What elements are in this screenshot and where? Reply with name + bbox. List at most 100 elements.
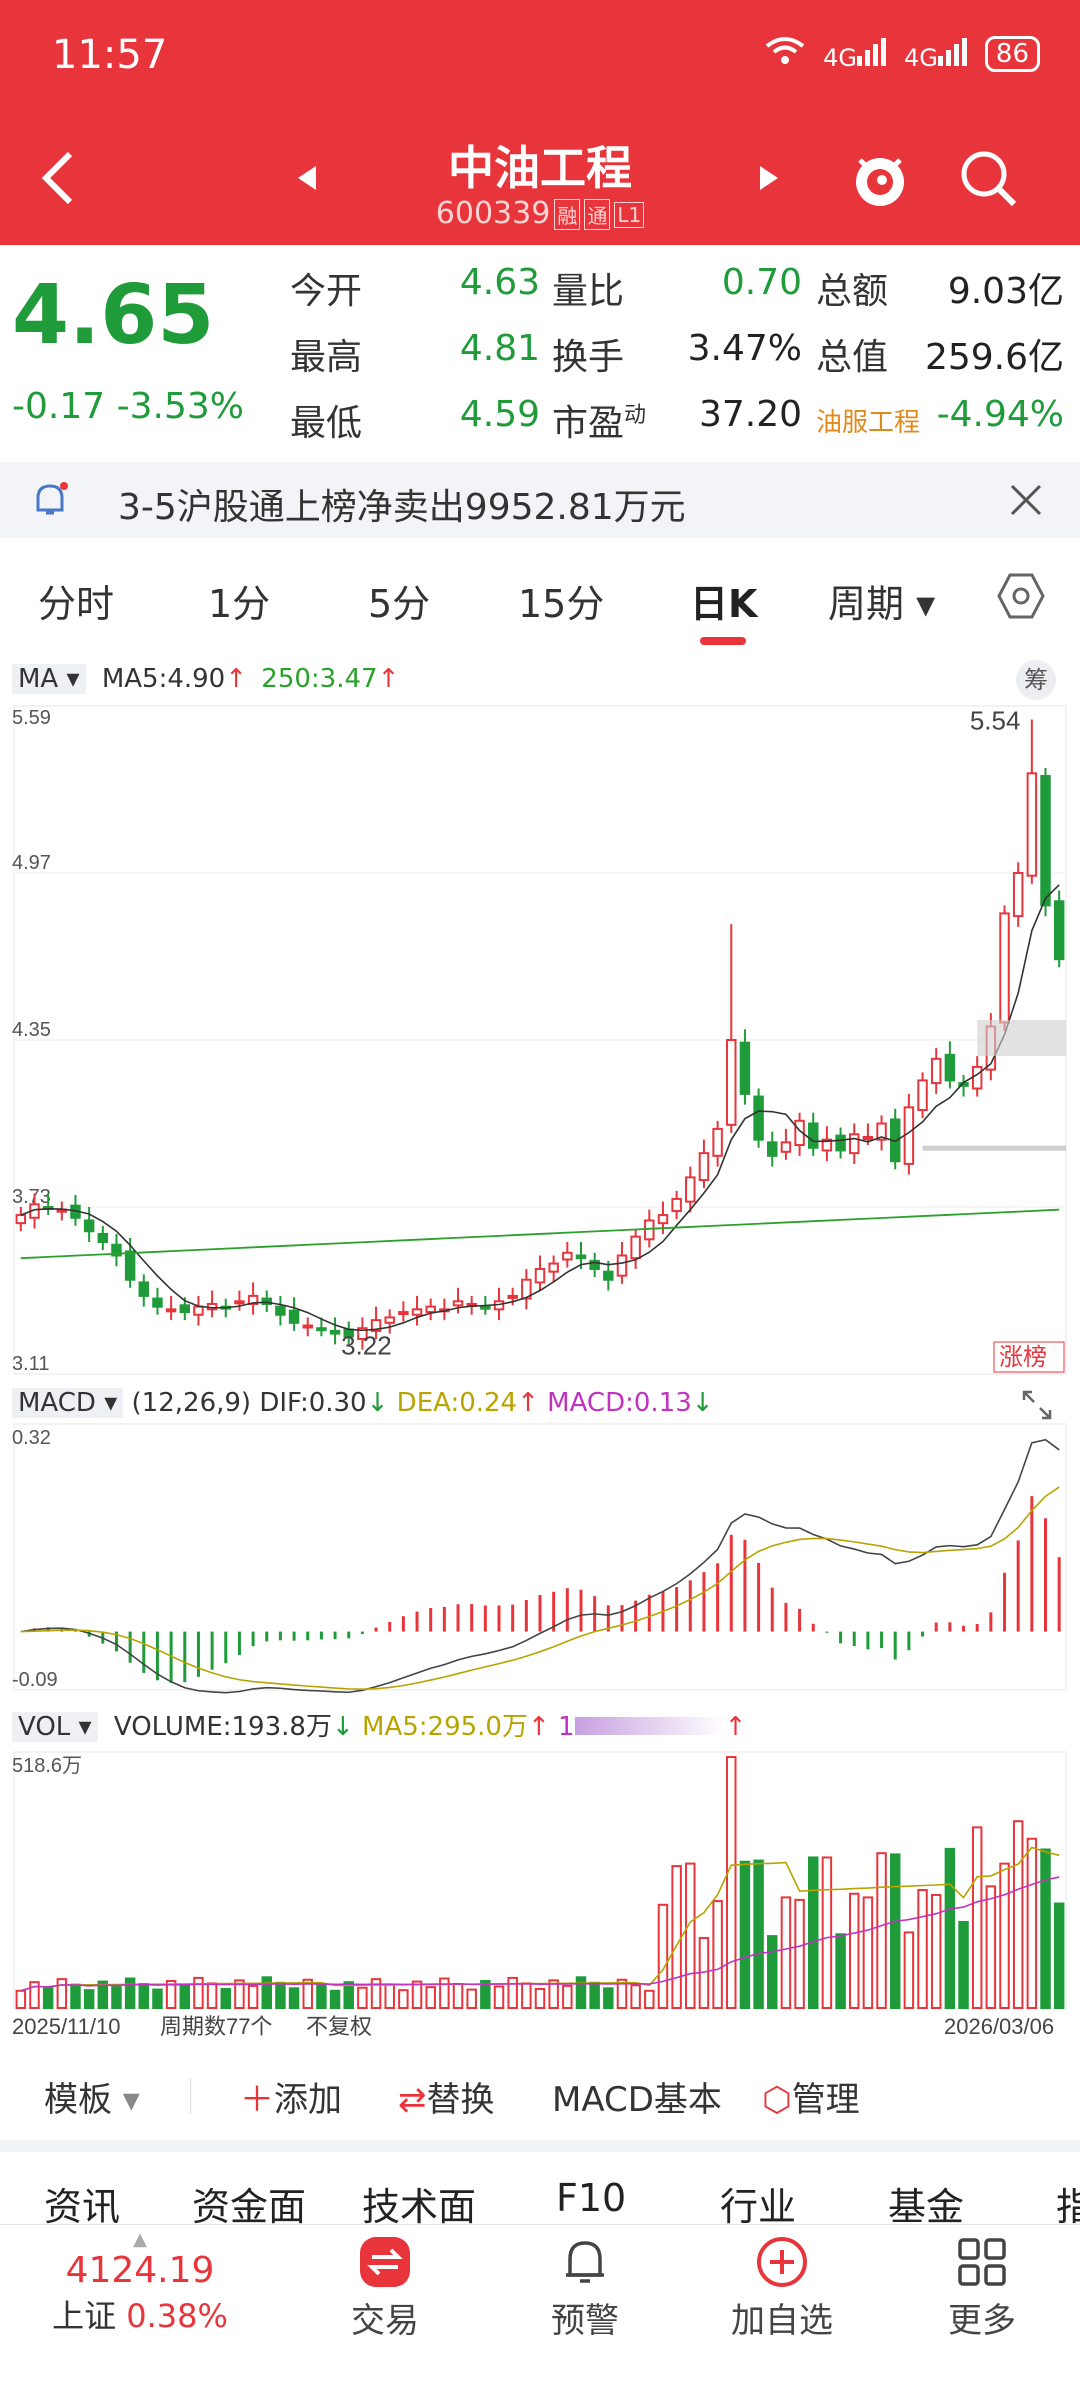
- candle-body: [603, 1270, 614, 1281]
- tab-technical[interactable]: 技术面: [362, 2185, 477, 2229]
- tab-fund[interactable]: 基金: [888, 2185, 965, 2229]
- tab-15min[interactable]: 15分: [518, 582, 605, 626]
- candle-body: [821, 1138, 833, 1152]
- tab-period[interactable]: 周期 ▾: [828, 573, 935, 628]
- volume-bar: [493, 1985, 505, 2010]
- volume-bar: [753, 1859, 764, 2009]
- vol-legend: VOL ▾ VOLUME:193.8万↓ MA5:295.0万↑ 1 ↑: [12, 1706, 746, 1743]
- vol-ma10-text: 1: [558, 1712, 575, 1742]
- volume-bar: [466, 1988, 477, 2009]
- tab-5min[interactable]: 5分: [368, 582, 431, 626]
- candle-body: [562, 1251, 573, 1261]
- candle-body: [480, 1305, 491, 1310]
- tab-daily-k[interactable]: 日K: [690, 582, 758, 626]
- label-low: 最低: [290, 403, 363, 444]
- candle-body: [370, 1319, 382, 1332]
- candle-body: [288, 1309, 300, 1324]
- expand-icon[interactable]: [1020, 1388, 1054, 1426]
- macd-value: MACD:0.13↓: [547, 1388, 714, 1418]
- close-icon[interactable]: [1008, 482, 1044, 522]
- settings-hexagon-icon[interactable]: [996, 571, 1046, 625]
- stock-code: 600339: [435, 196, 551, 231]
- tab-intraday[interactable]: 分时: [38, 582, 115, 626]
- status-icons: 4G 4G 86: [765, 36, 1040, 72]
- volume-bar: [1026, 1837, 1038, 2009]
- search-button[interactable]: [956, 146, 1020, 210]
- template-button[interactable]: 模板 ▾: [44, 2072, 140, 2121]
- candle-body: [944, 1053, 956, 1082]
- tab-f10[interactable]: F10: [556, 2176, 627, 2220]
- vol-selector[interactable]: VOL ▾: [12, 1712, 98, 1742]
- tab-industry[interactable]: 行业: [720, 2185, 797, 2229]
- manage-button[interactable]: ⬡管理: [762, 2072, 860, 2121]
- volume-bar: [808, 1856, 819, 2009]
- ma5-line: [20, 884, 1060, 1332]
- chip-distribution-button[interactable]: 筹: [1016, 660, 1056, 700]
- candle-body: [630, 1235, 641, 1260]
- candle-body: [808, 1122, 819, 1149]
- nav-trade[interactable]: 交易: [315, 2235, 455, 2342]
- price-axis-label: 4.97: [12, 852, 51, 874]
- nav-add-label: 加自选: [731, 2301, 833, 2341]
- previous-stock-button[interactable]: [296, 164, 318, 196]
- volume-bar: [644, 1989, 655, 2010]
- candle-body: [384, 1316, 395, 1324]
- ma250-text: 250:3.47: [261, 664, 378, 694]
- volume-bar: [548, 1979, 559, 2009]
- notice-bar[interactable]: 3-5沪股通上榜净卖出9952.81万元: [0, 462, 1080, 538]
- volume-bar: [780, 1896, 792, 2010]
- volume-bar: [685, 1862, 696, 2010]
- value-turnover-amount: 9.03亿: [947, 271, 1064, 312]
- volume-bar: [726, 1756, 737, 2010]
- status-bar: 11:57 4G 4G 86: [0, 0, 1080, 120]
- kline-chart[interactable]: 5.59 4.97 4.35 3.73 3.11 0.32 -0.09 518.6万 5.54 3…: [0, 700, 1080, 2040]
- battery-icon: 86: [984, 36, 1040, 72]
- candle-body: [1040, 775, 1051, 907]
- ma-selector[interactable]: MA ▾: [12, 664, 86, 694]
- back-button[interactable]: [38, 148, 78, 208]
- nav-more[interactable]: 更多: [912, 2235, 1052, 2342]
- replace-indicator-button[interactable]: ⇄替换: [398, 2072, 495, 2121]
- indicator-basic-button[interactable]: MACD基本: [552, 2080, 722, 2120]
- candle-body: [398, 1311, 409, 1316]
- nav-add-watchlist[interactable]: 加自选: [712, 2235, 852, 2342]
- tab-capital[interactable]: 资金面: [192, 2185, 307, 2229]
- volume-bar: [562, 1984, 573, 2010]
- candle-body: [644, 1219, 655, 1241]
- notice-text: 3-5沪股通上榜净卖出9952.81万元: [118, 487, 686, 528]
- volume-bar: [316, 1984, 327, 2009]
- ma-legend: MA ▾ MA5:4.90↑ 250:3.47↑: [12, 664, 399, 694]
- nav-alert[interactable]: 预警: [515, 2235, 655, 2342]
- macd-legend: MACD ▾ (12,26,9) DIF:0.30↓ DEA:0.24↑ MAC…: [12, 1388, 714, 1418]
- date-start-label: 2025/11/10: [12, 2014, 120, 2039]
- tab-1min[interactable]: 1分: [208, 582, 271, 626]
- tab-news[interactable]: 资讯: [44, 2185, 121, 2229]
- macd-selector[interactable]: MACD ▾: [12, 1388, 124, 1418]
- macd-frame: [13, 1423, 1067, 1691]
- tab-more-cut[interactable]: 指: [1056, 2185, 1080, 2229]
- candle-body: [685, 1176, 696, 1203]
- value-low: 4.59: [459, 394, 540, 435]
- tag-connect: 通: [584, 199, 611, 230]
- candle-body: [548, 1262, 559, 1273]
- label-open: 今开: [290, 271, 363, 312]
- volume-bar: [261, 1976, 272, 2010]
- stock-name: 中油工程: [448, 141, 632, 195]
- dea-value: DEA:0.24↑: [396, 1388, 539, 1418]
- volume-bar: [985, 1885, 997, 2009]
- tag-level1: L1: [614, 201, 645, 228]
- index-widget[interactable]: ▲ 4124.19 上证 0.38%: [20, 2229, 260, 2337]
- plus-icon: ＋: [240, 2080, 274, 2120]
- candle-body: [780, 1141, 792, 1153]
- volume-bar: [398, 1989, 409, 2009]
- sector-link[interactable]: 油服工程: [816, 408, 921, 438]
- macd-params: (12,26,9): [131, 1388, 252, 1418]
- label-market-cap: 总值: [816, 337, 889, 378]
- add-indicator-button[interactable]: ＋添加: [240, 2072, 342, 2121]
- high-price-label: 5.54: [970, 705, 1021, 735]
- label-volume-ratio: 量比: [552, 271, 625, 312]
- candle-body: [234, 1300, 245, 1305]
- next-stock-button[interactable]: [758, 164, 780, 196]
- mascot-button[interactable]: [848, 146, 912, 210]
- triangle-up-icon: ▲: [133, 2229, 147, 2250]
